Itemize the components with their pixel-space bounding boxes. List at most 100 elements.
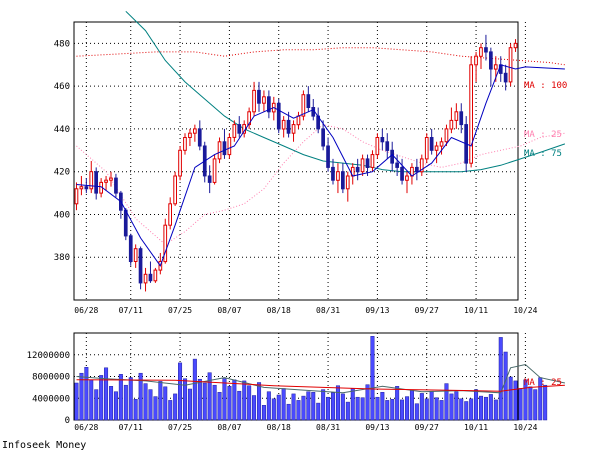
volume-bar xyxy=(247,385,252,421)
ma100-label: MA : 100 xyxy=(524,81,567,91)
volume-bar xyxy=(79,372,84,421)
volume-bar xyxy=(444,383,449,421)
volume-bar xyxy=(483,396,488,421)
volume-bar xyxy=(89,379,94,421)
volume-bar xyxy=(168,400,173,421)
volume-xtick-label: 09/13 xyxy=(365,423,389,432)
volume-bar xyxy=(543,384,548,421)
candle-body xyxy=(217,141,222,160)
volume-bar xyxy=(104,367,109,421)
volume-bar xyxy=(301,395,306,421)
price-ytick-label: 380 xyxy=(54,253,70,263)
candle-body xyxy=(400,166,404,181)
candle-body xyxy=(267,96,271,113)
volume-bar xyxy=(197,378,202,421)
candle-body xyxy=(479,47,483,57)
candle-body xyxy=(345,175,350,190)
volume-bar xyxy=(375,396,380,421)
candle-body xyxy=(79,186,84,190)
footer-label: Infoseek Money xyxy=(2,440,87,451)
candle-body xyxy=(153,269,158,282)
volume-bar xyxy=(74,382,79,421)
volume-bar xyxy=(474,389,479,421)
candle-body xyxy=(321,128,325,147)
candle-body xyxy=(326,145,330,168)
ma75-label: MA : 75 xyxy=(524,149,562,159)
volume-bar xyxy=(454,391,459,421)
candle-body xyxy=(133,248,138,262)
volume-bar xyxy=(257,382,262,421)
volume-bar xyxy=(390,399,395,421)
candle-body xyxy=(296,115,301,126)
volume-xtick-label: 07/11 xyxy=(119,423,143,432)
price-xtick-label: 06/28 xyxy=(74,306,98,315)
volume-bar xyxy=(429,390,434,421)
candle-body xyxy=(419,158,424,173)
price-xtick-label: 07/25 xyxy=(168,306,192,315)
candle-body xyxy=(360,158,365,173)
price-xtick-label: 09/13 xyxy=(365,306,389,315)
volume-bar xyxy=(518,388,523,421)
volume-bar xyxy=(222,378,227,421)
candle-body xyxy=(390,149,394,164)
volume-bar xyxy=(252,395,257,421)
volume-xtick-label: 08/18 xyxy=(267,423,291,432)
volume-ytick-label: 4000000 xyxy=(32,394,70,404)
volume-bar xyxy=(528,386,533,421)
candle-body xyxy=(104,179,108,183)
volume-bar xyxy=(498,337,503,421)
volume-bar xyxy=(148,389,153,421)
candle-body xyxy=(276,102,281,130)
volume-bar xyxy=(271,398,276,421)
volume-bar xyxy=(385,400,390,421)
volume-bar xyxy=(266,391,271,421)
volume-bar xyxy=(316,402,321,421)
candle-body xyxy=(365,158,370,168)
volume-ma25-line xyxy=(76,379,565,392)
volume-bar xyxy=(503,351,508,421)
candle-body xyxy=(493,64,498,70)
volume-ytick-label: 8000000 xyxy=(32,373,70,383)
volume-xtick-label: 06/28 xyxy=(74,423,98,432)
volume-bar xyxy=(331,392,336,421)
candle-body xyxy=(123,209,128,237)
candle-body xyxy=(370,154,375,168)
volume-bar xyxy=(508,376,513,421)
candle-body xyxy=(306,94,311,108)
price-ytick-label: 400 xyxy=(54,210,70,220)
candle-body xyxy=(252,89,256,113)
candle-body xyxy=(469,64,473,164)
volume-bar xyxy=(84,367,89,421)
ma25-label: MA : 25 xyxy=(524,130,562,140)
candle-body xyxy=(513,42,518,49)
price-xtick-label: 10/11 xyxy=(464,306,488,315)
volume-bar xyxy=(513,380,518,421)
volume-bar xyxy=(109,386,114,421)
candle-body xyxy=(188,132,192,138)
volume-bar xyxy=(355,396,360,421)
volume-bar xyxy=(281,388,286,421)
candle-body xyxy=(178,149,182,177)
candle-body xyxy=(336,171,340,181)
volume-xtick-label: 08/31 xyxy=(316,423,340,432)
ma5-line xyxy=(76,64,565,267)
ma25-line xyxy=(76,124,565,246)
candle-body xyxy=(341,171,345,190)
candle-body xyxy=(459,111,464,126)
candle-body xyxy=(375,137,380,156)
volume-bar xyxy=(335,385,340,421)
volume-bar xyxy=(133,399,138,421)
candle-body xyxy=(508,47,513,83)
candle-body xyxy=(331,166,335,181)
volume-bar xyxy=(261,405,266,421)
volume-bar xyxy=(400,399,405,421)
volume-bar xyxy=(523,379,528,421)
candle-body xyxy=(114,177,118,194)
candle-body xyxy=(405,175,409,181)
price-xtick-label: 08/18 xyxy=(267,306,291,315)
candle-body xyxy=(168,203,173,226)
volume-bar xyxy=(439,400,444,421)
volume-xtick-label: 10/11 xyxy=(464,423,488,432)
candle-body xyxy=(163,224,168,263)
